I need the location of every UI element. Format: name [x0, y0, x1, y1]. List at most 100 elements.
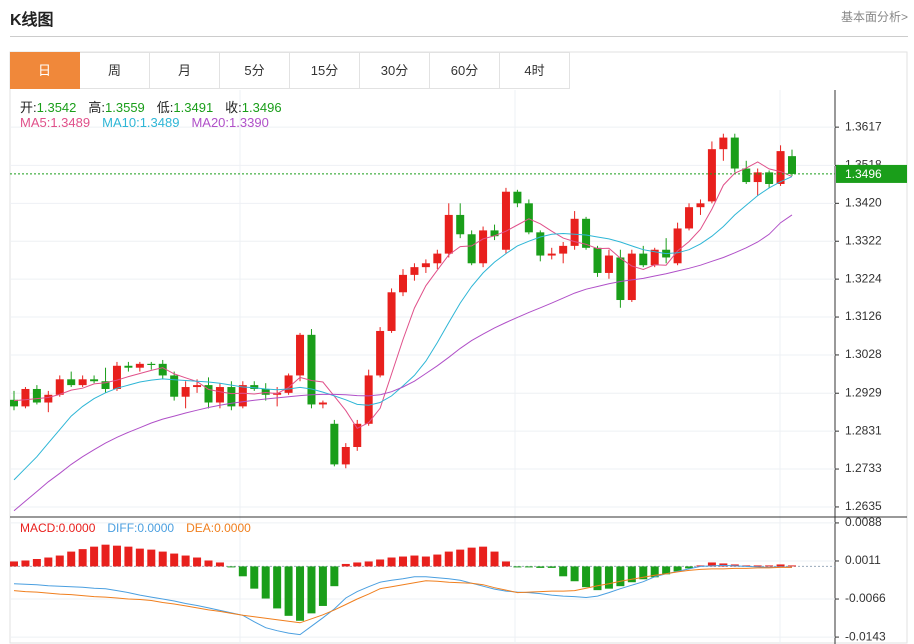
macd-bar: [387, 557, 396, 567]
candle-body: [719, 137, 728, 150]
y-tick-label: 1.2635: [845, 499, 882, 513]
candle-body: [147, 363, 156, 365]
candle-body: [685, 207, 694, 229]
candle-body: [67, 379, 76, 386]
candle-body: [204, 385, 213, 403]
tab[interactable]: 日: [10, 52, 80, 89]
y-tick-label: 1.2733: [845, 461, 882, 475]
legend-value: 1.3390: [229, 115, 269, 130]
macd-bar: [639, 566, 648, 580]
tab-bar: 日周月 5分 15分 30分 60分 4时: [10, 52, 570, 89]
candle-body: [227, 387, 236, 407]
y-tick-label: 0.0011: [845, 553, 881, 567]
candle-body: [490, 230, 499, 237]
candle-body: [456, 214, 465, 235]
y-tick-label: 1.3322: [845, 233, 882, 247]
macd-bar: [376, 559, 385, 567]
macd-bar: [32, 559, 41, 567]
tab[interactable]: 15分: [290, 52, 360, 89]
candle-body: [742, 168, 751, 183]
macd-bar: [147, 549, 156, 567]
legend-value: 1.3489: [139, 115, 180, 130]
ohlc-value: 1.3496: [241, 100, 282, 115]
macd-bar: [513, 566, 522, 568]
macd-bar: [399, 556, 407, 567]
legend-value: 1.3489: [50, 115, 91, 130]
candle-body: [238, 385, 247, 407]
macd-bar: [627, 566, 636, 583]
legend-label: MA20:: [191, 115, 230, 130]
candle-body: [776, 151, 785, 184]
macd-bar: [170, 553, 179, 567]
macd-bar: [158, 551, 167, 567]
macd-bar: [284, 566, 293, 616]
candle-body: [696, 203, 705, 208]
candle-body: [307, 334, 316, 405]
divider: [10, 36, 908, 37]
candle-body: [284, 375, 293, 393]
macd-bar: [101, 544, 110, 567]
macd-bar: [444, 551, 453, 567]
legend-value: 0.0000: [137, 521, 175, 535]
macd-bar: [215, 562, 224, 567]
candle-body: [616, 257, 625, 301]
line-series: [13, 214, 793, 512]
line-series: [13, 564, 793, 636]
candle-body: [627, 253, 636, 301]
candle-body: [467, 234, 476, 264]
candle-body: [730, 137, 739, 169]
candle-body: [364, 375, 373, 424]
candle-body: [158, 363, 167, 376]
tab[interactable]: 月: [150, 52, 220, 89]
candle-body: [433, 253, 442, 264]
candle-body: [536, 232, 545, 256]
candle-body: [261, 388, 270, 395]
candle-body: [124, 365, 133, 368]
line-series: [13, 176, 793, 481]
macd-bar: [273, 566, 282, 609]
tab[interactable]: 30分: [360, 52, 430, 89]
y-tick-label: 1.3420: [845, 195, 882, 209]
tab[interactable]: 60分: [430, 52, 500, 89]
legend-value: 0.0000: [214, 521, 251, 535]
tab[interactable]: 周: [80, 52, 150, 89]
macd-bar: [227, 566, 236, 568]
candle-body: [250, 385, 259, 389]
macd-bar: [135, 548, 144, 567]
tab[interactable]: 4时: [500, 52, 570, 89]
candle-body: [410, 267, 419, 275]
macd-bar: [456, 549, 465, 567]
candle-body: [32, 388, 41, 403]
candle-body: [296, 334, 305, 376]
macd-bar: [547, 566, 556, 568]
tab[interactable]: 5分: [220, 52, 290, 89]
candle-body: [570, 218, 579, 246]
fundamental-link[interactable]: 基本面分析>: [840, 10, 908, 24]
macd-bar: [421, 556, 430, 567]
candle-body: [101, 381, 110, 389]
y-tick-label: 0.0088: [845, 515, 882, 529]
macd-bar: [124, 546, 133, 567]
last-price-label: 1.3496: [845, 167, 882, 181]
candle-body: [112, 365, 121, 389]
macd-legend: MACD:0.0000 DIFF:0.0000 DEA:0.0000: [20, 521, 263, 535]
y-tick-label: -0.0066: [845, 591, 886, 605]
candle-body: [547, 253, 556, 256]
candle-body: [10, 399, 18, 407]
macd-bar: [410, 555, 419, 567]
y-tick-label: 1.3617: [845, 119, 882, 133]
macd-bar: [616, 566, 625, 587]
ohlc-value: 1.3559: [105, 100, 145, 115]
macd-bar: [707, 562, 716, 567]
macd-bar: [559, 566, 568, 577]
macd-bar: [44, 557, 53, 567]
candle-body: [650, 249, 659, 266]
candle-body: [765, 172, 774, 184]
macd-bar: [593, 566, 602, 591]
candle-body: [604, 255, 613, 273]
candle-body: [330, 423, 339, 465]
candle-body: [341, 446, 350, 465]
macd-bar: [536, 566, 545, 568]
macd-bar: [78, 549, 87, 567]
